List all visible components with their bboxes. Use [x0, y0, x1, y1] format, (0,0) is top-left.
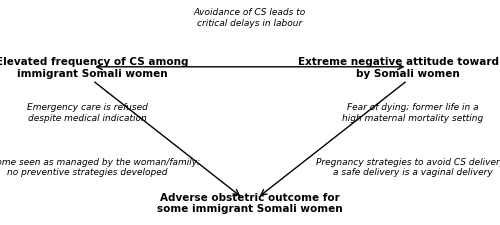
Text: Avoidance of CS leads to
critical delays in labour: Avoidance of CS leads to critical delays… — [194, 8, 306, 28]
Text: Fear of dying; former life in a
high maternal mortality setting: Fear of dying; former life in a high mat… — [342, 103, 483, 122]
Text: Emergency care is refused
despite medical indication: Emergency care is refused despite medica… — [27, 103, 148, 122]
Text: Pregnancy strategies to avoid CS delivery;
a safe delivery is a vaginal delivery: Pregnancy strategies to avoid CS deliver… — [316, 157, 500, 176]
Text: Extreme negative attitude toward CS
by Somali women: Extreme negative attitude toward CS by S… — [298, 57, 500, 78]
Text: Adverse obstetric outcome for
some immigrant Somali women: Adverse obstetric outcome for some immig… — [157, 192, 343, 213]
Text: Outcome seen as managed by the woman/family;
no preventive strategies developed: Outcome seen as managed by the woman/fam… — [0, 157, 200, 176]
Text: Elevated frequency of CS among
immigrant Somali women: Elevated frequency of CS among immigrant… — [0, 57, 189, 78]
